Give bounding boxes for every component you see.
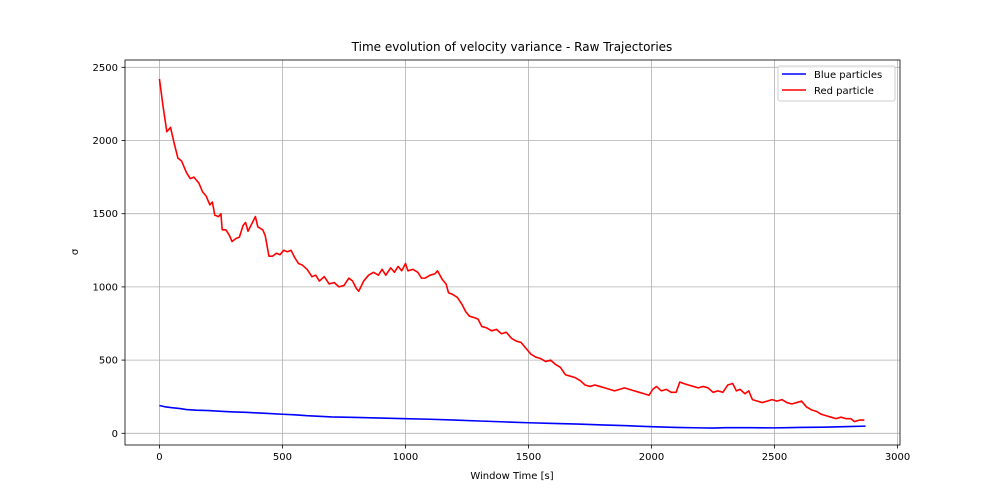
x-axis-ticks: 0 500 1000 1500 2000 2500 3000 (156, 445, 910, 463)
x-tick-label: 1500 (516, 452, 541, 463)
x-tick-label: 1000 (393, 452, 418, 463)
x-tick-label: 2500 (762, 452, 787, 463)
series-line-red-particle (158, 78, 865, 423)
x-axis-label: Window Time [s] (470, 471, 553, 482)
x-tick-label: 3000 (885, 452, 910, 463)
legend-box (777, 65, 896, 102)
plot-frame (124, 59, 901, 446)
legend: Blue particles Red particle (777, 65, 896, 102)
series-layer (158, 78, 866, 429)
legend-label-blue: Blue particles (814, 70, 882, 81)
series-line-blue-particles (159, 404, 866, 429)
x-tick-label: 2000 (639, 452, 664, 463)
y-tick-label: 2500 (93, 63, 118, 74)
legend-label-red: Red particle (814, 86, 874, 97)
y-axis-label: σ (70, 248, 81, 255)
y-tick-label: 0 (112, 429, 118, 440)
x-tick-label: 0 (156, 452, 162, 463)
y-tick-label: 2000 (93, 136, 118, 147)
y-tick-label: 1500 (93, 209, 118, 220)
y-tick-label: 1000 (93, 282, 118, 293)
chart-title: Time evolution of velocity variance - Ra… (351, 40, 673, 54)
y-tick-label: 500 (99, 356, 118, 367)
x-tick-label: 500 (273, 452, 292, 463)
y-axis-ticks: 0 500 1000 1500 2000 2500 (93, 63, 125, 440)
grid-lines (125, 60, 900, 445)
